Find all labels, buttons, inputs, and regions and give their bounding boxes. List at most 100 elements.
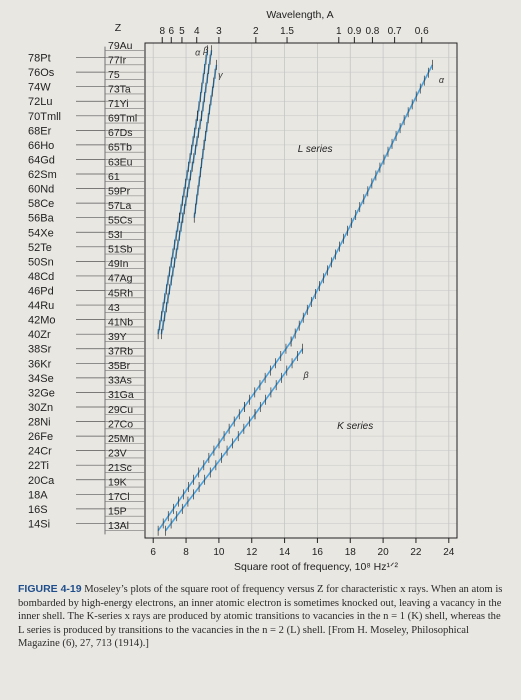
element-label-odd: 49In	[108, 258, 129, 270]
element-label-odd: 53I	[108, 229, 123, 241]
element-label-even: 18A	[28, 489, 48, 501]
z-axis-title: Z	[115, 22, 122, 34]
element-label-odd: 69Tml	[108, 113, 137, 125]
element-label-odd: 65Tb	[108, 142, 132, 154]
element-label-even: 76Os	[28, 67, 55, 79]
x-tick-label: 24	[443, 547, 455, 558]
x-tick-label: 14	[279, 547, 291, 558]
x-tick-label: 22	[410, 547, 422, 558]
element-label-odd: 47Ag	[108, 273, 133, 285]
annotation-label: α	[195, 47, 201, 57]
element-label-odd: 43	[108, 302, 120, 314]
element-label-odd: 55Cs	[108, 214, 133, 226]
element-label-even: 58Ce	[28, 198, 54, 210]
top-tick-label: 8	[159, 26, 165, 37]
caption-text: Moseley’s plots of the square root of fr…	[18, 584, 503, 649]
element-label-even: 34Se	[28, 373, 54, 385]
x-tick-label: 16	[312, 547, 324, 558]
top-tick-label: 1.5	[280, 26, 294, 37]
element-label-even: 32Ge	[28, 387, 55, 399]
element-label-even: 68Er	[28, 125, 52, 137]
top-tick-label: 4	[194, 26, 200, 37]
x-tick-label: 10	[213, 547, 225, 558]
element-label-odd: 59Pr	[108, 185, 131, 197]
element-label-odd: 33As	[108, 375, 132, 387]
element-label-odd: 41Nb	[108, 316, 133, 328]
x-tick-label: 12	[246, 547, 258, 558]
element-label-even: 20Ca	[28, 475, 55, 487]
element-label-odd: 35Br	[108, 360, 131, 372]
element-label-odd: 25Mn	[108, 433, 134, 445]
annotation-label: β	[202, 45, 208, 55]
element-label-even: 36Kr	[28, 358, 52, 370]
x-tick-label: 18	[345, 547, 357, 558]
annotation-label: β	[302, 370, 308, 380]
element-label-odd: 15P	[108, 506, 127, 518]
element-label-odd: 71Yi	[108, 98, 129, 110]
element-label-even: 52Te	[28, 242, 52, 254]
x-axis-title: Square root of frequency, 10⁸ Hz¹ᐟ²	[234, 561, 398, 573]
top-tick-label: 0.6	[415, 26, 429, 37]
element-label-even: 56Ba	[28, 213, 55, 225]
x-tick-label: 20	[378, 547, 390, 558]
element-label-odd: 23V	[108, 447, 127, 459]
element-label-odd: 79Au	[108, 40, 133, 52]
top-tick-label: 1	[336, 26, 342, 37]
element-label-odd: 63Eu	[108, 156, 133, 168]
element-label-odd: 57La	[108, 200, 132, 212]
element-label-even: 38Sr	[28, 344, 52, 356]
series-line	[157, 50, 209, 335]
element-label-odd: 21Sc	[108, 462, 132, 474]
annotation-label: γ	[218, 70, 223, 80]
element-label-odd: 31Ga	[108, 389, 134, 401]
element-label-even: 40Zr	[28, 329, 51, 341]
element-label-odd: 67Ds	[108, 127, 133, 139]
caption-label: FIGURE 4-19	[18, 583, 82, 595]
element-label-odd: 13Al	[108, 520, 129, 532]
element-label-even: 62Sm	[28, 169, 57, 181]
element-label-even: 28Ni	[28, 417, 51, 429]
element-label-odd: 45Rh	[108, 287, 133, 299]
element-label-even: 14Si	[28, 518, 50, 530]
annotation-label: L series	[298, 144, 333, 155]
element-label-even: 44Ru	[28, 300, 54, 312]
top-tick-label: 0.8	[365, 26, 379, 37]
element-label-even: 60Nd	[28, 184, 54, 196]
element-label-even: 48Cd	[28, 271, 54, 283]
element-label-odd: 77Ir	[108, 54, 127, 66]
element-label-odd: 27Co	[108, 418, 133, 430]
element-label-even: 72Lu	[28, 96, 52, 108]
figure-caption: FIGURE 4-19 Moseley’s plots of the squar…	[18, 583, 506, 651]
series-line	[160, 50, 213, 335]
element-label-odd: 19K	[108, 477, 127, 489]
element-label-even: 24Cr	[28, 446, 52, 458]
element-label-even: 66Ho	[28, 140, 54, 152]
element-label-even: 70Tmll	[28, 111, 61, 123]
series-line	[157, 64, 434, 532]
top-axis-title: Wavelength, A	[266, 9, 333, 21]
element-label-odd: 37Rb	[108, 346, 133, 358]
element-label-even: 22Ti	[28, 460, 49, 472]
top-tick-label: 2	[253, 26, 259, 37]
element-label-even: 74W	[28, 82, 51, 94]
x-tick-label: 8	[183, 547, 189, 558]
element-label-even: 26Fe	[28, 431, 53, 443]
annotation-label: α	[439, 75, 445, 85]
element-label-even: 64Gd	[28, 154, 55, 166]
element-label-odd: 61	[108, 171, 120, 183]
element-label-even: 46Pd	[28, 286, 54, 298]
element-label-even: 16S	[28, 504, 48, 516]
element-label-odd: 29Cu	[108, 404, 133, 416]
top-tick-label: 0.7	[388, 26, 402, 37]
element-label-even: 50Sn	[28, 256, 54, 268]
element-label-odd: 75	[108, 69, 120, 81]
annotation-label: K series	[337, 421, 373, 432]
top-tick-label: 3	[216, 26, 222, 37]
element-label-odd: 51Sb	[108, 244, 133, 256]
element-label-odd: 39Y	[108, 331, 127, 343]
top-tick-label: 5	[179, 26, 185, 37]
element-label-even: 54Xe	[28, 227, 54, 239]
element-label-even: 78Pt	[28, 53, 51, 65]
